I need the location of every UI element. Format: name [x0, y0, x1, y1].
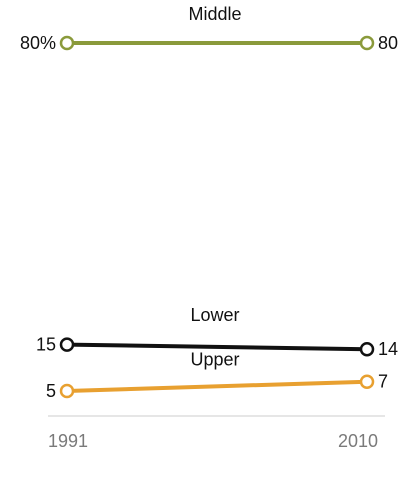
lower-point-1991 [59, 337, 75, 352]
upper-series-label: Upper [190, 349, 239, 369]
x-tick-label-2010: 2010 [338, 431, 378, 451]
series-group: Middle 80% 80 Lower 15 14 Upper 5 7 [20, 4, 398, 401]
upper-point-2010 [359, 374, 375, 389]
upper-point-1991 [59, 383, 75, 399]
x-tick-labels: 1991 2010 [48, 431, 378, 451]
x-tick-label-1991: 1991 [48, 431, 88, 451]
lower-value-label-1991: 15 [36, 335, 56, 355]
upper-value-label-2010: 7 [378, 372, 388, 392]
middle-point-2010 [359, 35, 375, 51]
upper-series-line [66, 379, 368, 393]
lower-series-line [66, 342, 368, 352]
lower-point-2010 [359, 341, 375, 357]
middle-value-label-1991: 80% [20, 33, 56, 53]
middle-value-label-2010: 80 [378, 33, 398, 53]
middle-series-label: Middle [188, 4, 241, 24]
lower-value-label-2010: 14 [378, 339, 398, 359]
lower-series-label: Lower [190, 305, 239, 325]
upper-value-label-1991: 5 [46, 381, 56, 401]
middle-point-1991 [59, 35, 75, 51]
